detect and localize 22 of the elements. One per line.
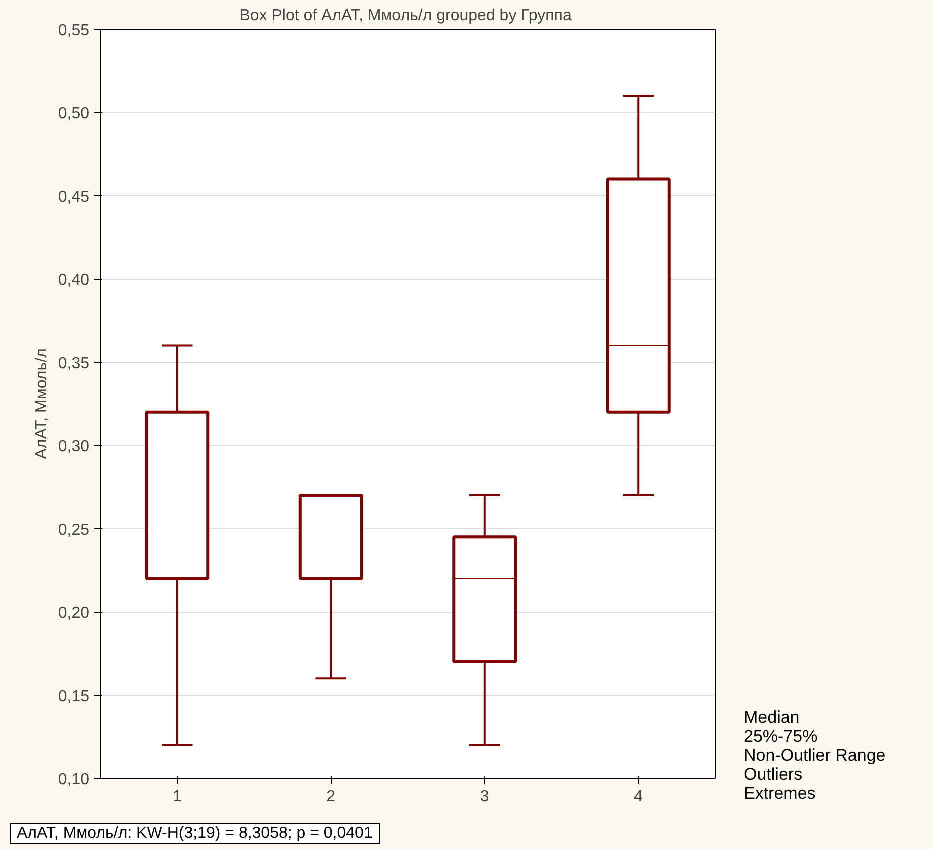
text: 25%-75% <box>744 727 819 746</box>
text: Outliers <box>744 765 804 784</box>
y-axis-title: АлАТ, Ммоль/л <box>33 348 50 460</box>
y-tick-label: 0,45 <box>58 188 90 206</box>
y-tick-label: 0,55 <box>58 22 90 40</box>
x-tick-label: 1 <box>172 788 182 806</box>
text: Extremes <box>744 784 817 803</box>
text: Median <box>744 708 801 727</box>
y-tick-label: 0,15 <box>58 688 90 706</box>
x-tick-label: 3 <box>480 788 490 806</box>
y-tick-label: 0,50 <box>58 106 90 123</box>
chart-title: Box Plot of АлАТ, Ммоль/л grouped by Группа <box>240 8 572 24</box>
y-tick-label: 0,30 <box>58 438 90 456</box>
x-tick-label: 2 <box>326 788 336 806</box>
text: Non-Outlier Range <box>744 746 886 765</box>
y-tick-label: 0,25 <box>58 522 90 539</box>
y-tick-label: 0,20 <box>58 605 90 622</box>
text: АлАТ, Ммоль/л: KW-H(3;19) = 8,3058; p = 0,0401 <box>10 823 380 844</box>
y-tick-label: 0,35 <box>58 355 90 372</box>
y-tick-label: 0,10 <box>58 772 90 788</box>
y-tick-label: 0,40 <box>58 272 90 290</box>
x-tick-label: 4 <box>634 788 644 806</box>
